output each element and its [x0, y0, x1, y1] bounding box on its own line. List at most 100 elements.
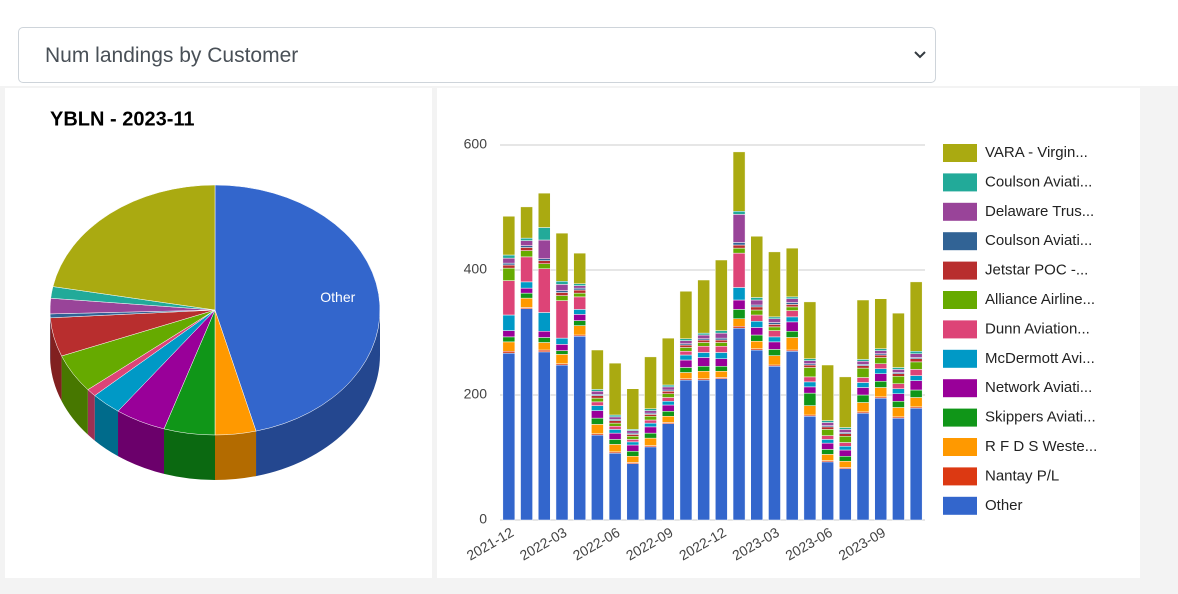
- bar-segment: [892, 367, 905, 370]
- bar-segment: [626, 439, 640, 443]
- bar-segment: [573, 252, 586, 284]
- bar-segment: [768, 324, 781, 328]
- bar-segment: [591, 391, 604, 395]
- bar-segment: [785, 302, 799, 305]
- bar-segment: [573, 285, 586, 289]
- bar-segment: [661, 393, 675, 398]
- bar-segment: [538, 260, 551, 264]
- bar-segment: [661, 391, 675, 394]
- bar-segment: [520, 308, 533, 521]
- bar-segment: [608, 362, 622, 416]
- bar-segment: [750, 341, 764, 349]
- bar-segment: [785, 337, 799, 351]
- bar-segment: [785, 298, 799, 303]
- bar-segment: [538, 192, 551, 228]
- bar-segment: [750, 309, 764, 316]
- bar-segment: [502, 351, 516, 354]
- bar-segment: [608, 420, 622, 424]
- bar-segment: [538, 349, 551, 353]
- bar-segment: [803, 358, 817, 361]
- bar-segment: [803, 416, 817, 521]
- bar-segment: [909, 380, 923, 391]
- bar-segment: [768, 355, 781, 366]
- x-tick-label: 2023-06: [782, 524, 835, 564]
- legend-swatch: [943, 261, 977, 280]
- pie-slice-side: [87, 389, 95, 441]
- bar-segment: [892, 407, 905, 418]
- bar-segment: [874, 354, 888, 358]
- bar-segment: [626, 436, 640, 440]
- bar-segment: [502, 264, 516, 269]
- bar-segment: [591, 349, 604, 390]
- bar-segment: [909, 281, 923, 352]
- bar-segment: [856, 361, 870, 365]
- bar-segment: [573, 336, 586, 521]
- bar-segment: [679, 372, 693, 379]
- bar-segment: [626, 434, 640, 437]
- bar-segment: [750, 299, 764, 306]
- bar-segment: [626, 463, 640, 521]
- bar-segment: [892, 312, 905, 368]
- legend-label: Alliance Airline...: [985, 291, 1095, 308]
- bar-segment: [644, 446, 657, 521]
- bar-segment: [502, 336, 516, 343]
- legend-label: Jetstar POC -...: [985, 262, 1088, 279]
- bar-segment: [892, 373, 905, 377]
- bar-segment: [661, 404, 675, 412]
- bar-segment: [679, 367, 693, 373]
- bar-segment: [644, 356, 657, 409]
- bar-segment: [679, 344, 693, 348]
- bar-segment: [874, 397, 888, 521]
- bar-segment: [555, 300, 569, 339]
- pie-title: YBLN - 2023-11: [50, 108, 195, 130]
- bar-segment: [803, 376, 817, 383]
- bar-segment: [591, 417, 604, 425]
- bar-segment: [732, 151, 746, 212]
- bar-segment: [892, 369, 905, 373]
- bar-segment: [715, 330, 728, 334]
- bar-segment: [803, 392, 817, 406]
- bar-segment: [538, 268, 551, 313]
- bar-segment: [785, 304, 799, 308]
- legend-swatch: [943, 232, 977, 251]
- legend-swatch: [943, 173, 977, 192]
- bar-segment: [520, 292, 533, 299]
- legend-label: Coulson Aviati...: [985, 173, 1092, 190]
- bar-segment: [502, 280, 516, 316]
- bar-segment: [644, 419, 657, 424]
- bar-segment: [715, 339, 728, 343]
- legend-swatch: [943, 467, 977, 486]
- chart-selector[interactable]: Num landings by Customer: [18, 27, 936, 83]
- bar-segment: [892, 393, 905, 402]
- bar-segment: [573, 292, 586, 298]
- bar-segment: [644, 416, 657, 421]
- bar-segment: [555, 284, 569, 291]
- bar-segment: [697, 279, 710, 334]
- bar-segment: [661, 337, 675, 386]
- bar-segment: [520, 287, 533, 294]
- chevron: [914, 51, 926, 59]
- x-tick-label: 2022-06: [570, 524, 623, 564]
- bar-segment: [785, 247, 799, 298]
- bar-segment: [750, 306, 764, 311]
- bar-segment: [856, 359, 870, 362]
- bar-segment: [502, 216, 516, 256]
- y-tick-label: 400: [464, 261, 488, 277]
- bar-segment: [679, 347, 693, 352]
- bar-segment: [697, 379, 710, 521]
- bar-segment: [732, 327, 746, 521]
- bar-segment: [803, 364, 817, 368]
- bar-segment: [715, 346, 728, 353]
- bar-segment: [679, 379, 693, 521]
- bar-segment: [555, 364, 569, 521]
- bar-segment: [520, 245, 533, 248]
- bar-segment: [679, 354, 693, 361]
- bar-segment: [839, 376, 852, 428]
- bar-segment: [520, 247, 533, 251]
- bar-segment: [591, 410, 604, 419]
- bar-segment: [839, 468, 852, 521]
- legend-label: R F D S Weste...: [985, 438, 1097, 455]
- pie-slice-side: [164, 428, 215, 480]
